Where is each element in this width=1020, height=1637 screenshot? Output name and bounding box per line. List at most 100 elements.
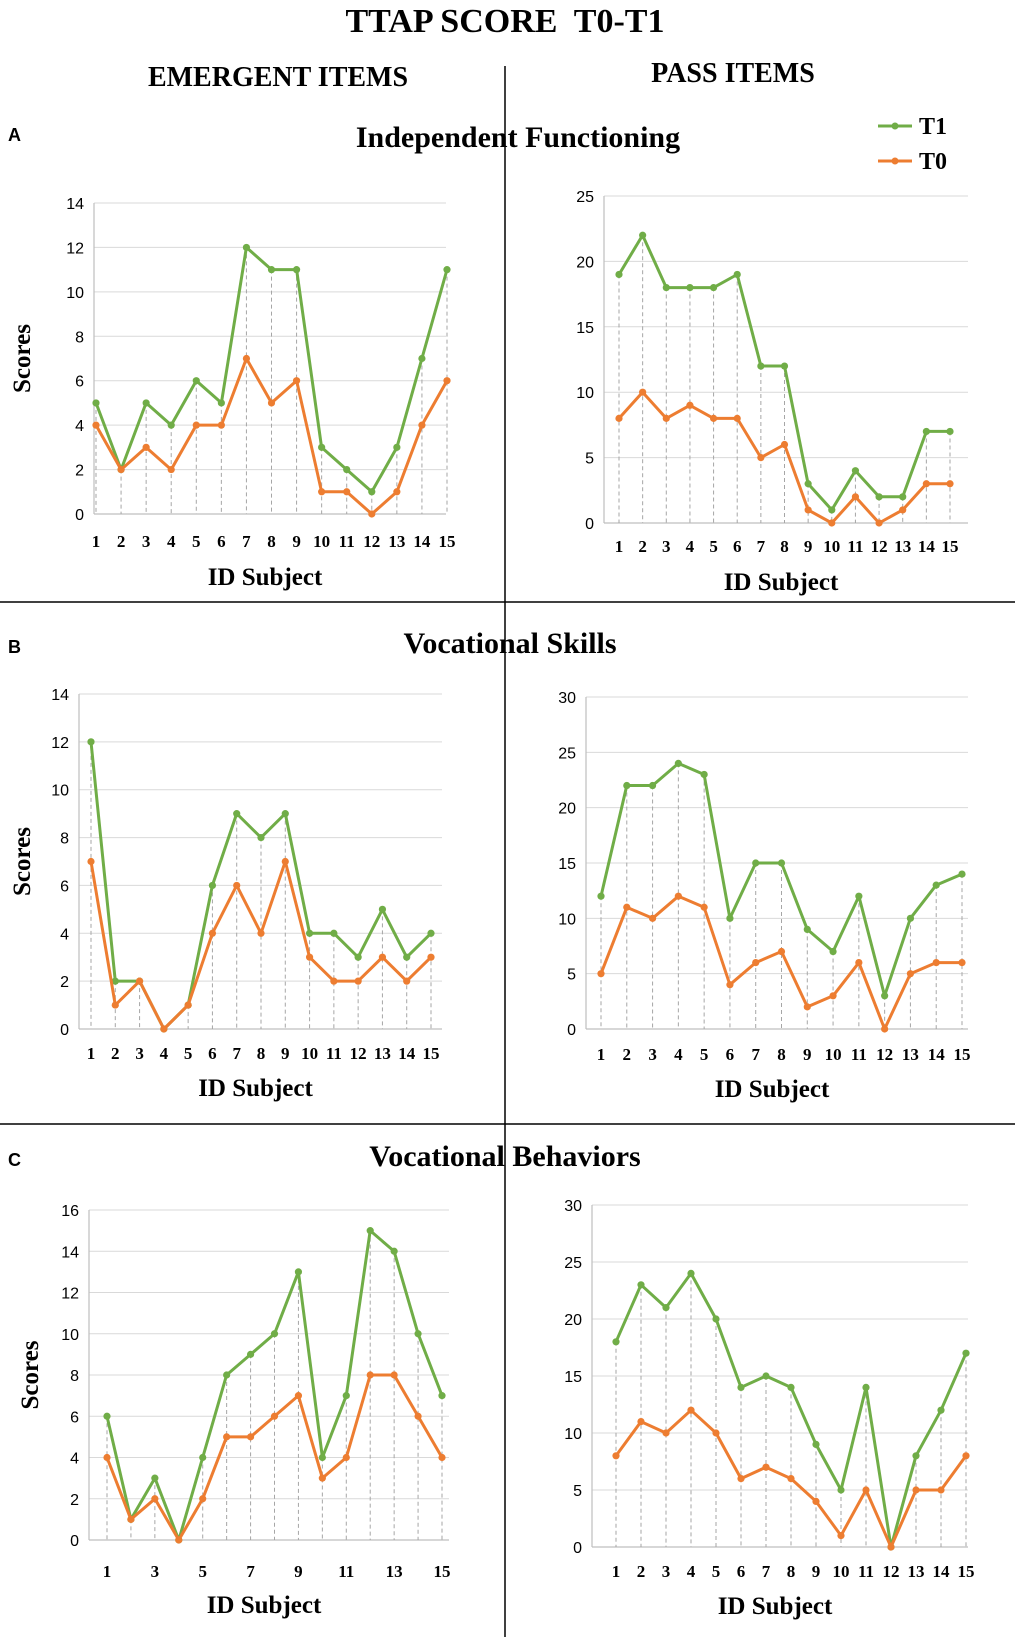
data-point-t1 xyxy=(899,493,907,501)
x-tick-label: 1 xyxy=(92,532,101,551)
data-point-t0 xyxy=(615,414,623,422)
data-point-t0 xyxy=(762,1463,770,1471)
y-tick-label: 10 xyxy=(564,1426,582,1443)
x-tick-label: 15 xyxy=(439,532,456,551)
y-tick-label: 10 xyxy=(576,385,594,402)
data-point-t0 xyxy=(160,1025,168,1033)
x-tick-label: 6 xyxy=(208,1044,217,1063)
data-point-t1 xyxy=(726,914,734,922)
data-point-t0 xyxy=(418,421,426,429)
data-point-t0 xyxy=(292,377,301,385)
legend-t1-label: T1 xyxy=(919,114,947,140)
data-point-t0 xyxy=(937,1486,945,1494)
x-tick-label: 2 xyxy=(638,537,647,556)
data-point-t0 xyxy=(737,1475,745,1483)
data-point-t0 xyxy=(342,1453,350,1462)
x-tick-label: 7 xyxy=(242,532,251,551)
data-point-t1 xyxy=(318,1453,326,1462)
x-tick-label: 8 xyxy=(257,1044,266,1063)
data-point-t0 xyxy=(662,414,670,422)
x-axis-label: ID Subject xyxy=(718,1593,833,1620)
y-tick-label: 0 xyxy=(70,1533,79,1550)
data-point-t1 xyxy=(829,947,837,956)
data-point-t0 xyxy=(726,981,734,989)
data-point-t1 xyxy=(780,362,789,370)
data-point-t1 xyxy=(648,781,657,790)
data-point-t0 xyxy=(330,977,338,985)
y-tick-label: 30 xyxy=(564,1198,582,1215)
data-point-t1 xyxy=(403,953,411,961)
data-point-t0 xyxy=(318,1474,326,1482)
data-point-t0 xyxy=(733,414,741,422)
x-tick-label: 9 xyxy=(804,537,813,556)
y-tick-label: 14 xyxy=(51,687,69,704)
x-tick-label: 9 xyxy=(803,1045,812,1064)
x-tick-label: 3 xyxy=(151,1562,160,1581)
data-point-t0 xyxy=(623,903,631,911)
data-point-t0 xyxy=(403,977,411,985)
data-point-t0 xyxy=(946,480,954,488)
x-tick-label: 11 xyxy=(339,532,355,551)
y-tick-label: 4 xyxy=(60,926,69,943)
y-tick-label: 14 xyxy=(66,196,84,213)
x-tick-label: 11 xyxy=(851,1045,867,1064)
data-point-t0 xyxy=(270,1412,279,1420)
data-point-t0 xyxy=(757,454,765,462)
x-tick-label: 7 xyxy=(757,537,766,556)
x-tick-label: 5 xyxy=(184,1044,193,1063)
y-tick-label: 12 xyxy=(66,240,84,257)
data-point-t1 xyxy=(962,1349,970,1357)
x-tick-label: 13 xyxy=(902,1045,919,1064)
data-point-t0 xyxy=(438,1453,446,1462)
data-point-t0 xyxy=(712,1429,720,1437)
data-point-t0 xyxy=(390,1371,398,1379)
data-point-t0 xyxy=(184,1001,192,1009)
data-point-t1 xyxy=(292,266,301,274)
data-point-t1 xyxy=(958,870,966,878)
data-point-t1 xyxy=(366,1227,374,1235)
x-tick-label: 8 xyxy=(787,1562,796,1581)
x-tick-label: 15 xyxy=(958,1562,975,1581)
row-letter-c: C xyxy=(8,1150,21,1170)
y-tick-label: 12 xyxy=(61,1286,79,1303)
legend-t0-marker xyxy=(891,157,899,165)
y-tick-label: 25 xyxy=(576,189,594,206)
y-tick-label: 10 xyxy=(558,911,576,928)
data-point-t0 xyxy=(242,354,251,363)
data-point-t0 xyxy=(709,414,718,422)
data-point-t1 xyxy=(777,859,786,867)
y-tick-label: 16 xyxy=(61,1203,79,1220)
x-tick-label: 10 xyxy=(825,1045,842,1064)
data-point-t0 xyxy=(103,1453,111,1462)
data-point-t0 xyxy=(777,947,786,956)
data-point-t0 xyxy=(217,421,225,429)
y-tick-label: 0 xyxy=(60,1022,69,1039)
x-tick-label: 13 xyxy=(386,1562,403,1581)
data-point-t0 xyxy=(612,1452,620,1460)
data-point-t0 xyxy=(637,1418,645,1426)
y-tick-label: 8 xyxy=(70,1368,79,1385)
y-tick-label: 25 xyxy=(564,1255,582,1272)
data-point-t0 xyxy=(354,977,362,985)
data-point-t0 xyxy=(257,929,265,937)
data-point-t0 xyxy=(192,421,200,429)
data-point-t1 xyxy=(354,953,362,961)
y-tick-label: 0 xyxy=(75,507,84,524)
data-point-t1 xyxy=(330,929,338,937)
data-point-t1 xyxy=(709,283,718,292)
data-point-t1 xyxy=(217,399,225,407)
y-tick-label: 5 xyxy=(567,967,576,984)
data-point-t0 xyxy=(958,959,966,967)
data-point-t0 xyxy=(427,953,435,961)
x-axis-label: ID Subject xyxy=(198,1075,313,1102)
x-tick-label: 15 xyxy=(942,537,959,556)
data-point-t1 xyxy=(687,1269,695,1277)
column-header-emergent: EMERGENT ITEMS xyxy=(148,62,408,93)
x-tick-label: 13 xyxy=(908,1562,925,1581)
data-point-t1 xyxy=(368,488,376,496)
x-tick-label: 3 xyxy=(135,1044,144,1063)
data-point-t1 xyxy=(305,929,314,937)
legend-t0-label: T0 xyxy=(919,149,947,175)
